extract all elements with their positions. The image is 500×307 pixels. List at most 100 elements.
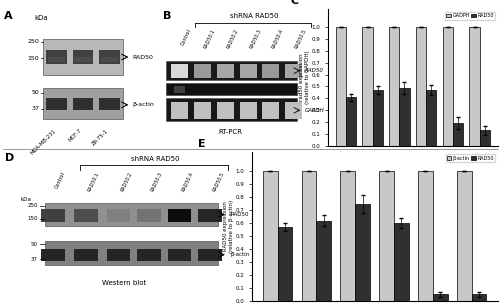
Text: MCF-7: MCF-7 — [68, 128, 83, 143]
Bar — [99, 50, 119, 64]
Bar — [74, 57, 92, 63]
Text: RAD50: RAD50 — [230, 212, 248, 217]
Bar — [340, 171, 355, 301]
Bar — [426, 90, 436, 146]
Text: MDA-MB-231: MDA-MB-231 — [30, 128, 56, 155]
Bar — [480, 130, 490, 146]
Text: RAD50.3: RAD50.3 — [249, 28, 262, 50]
Bar — [166, 98, 297, 121]
Text: RAD50.5: RAD50.5 — [212, 171, 225, 192]
Y-axis label: rad50 expression
(relative to GAPDH): rad50 expression (relative to GAPDH) — [300, 51, 310, 104]
Bar — [74, 249, 98, 261]
Legend: GADPH, RAD50: GADPH, RAD50 — [445, 12, 495, 20]
Bar — [198, 249, 222, 261]
Bar — [457, 171, 471, 301]
Bar — [74, 208, 98, 222]
Bar — [453, 123, 463, 146]
Bar — [389, 27, 400, 146]
Text: shRNA RAD50: shRNA RAD50 — [131, 157, 180, 162]
Text: B: B — [163, 10, 172, 21]
Text: RT-PCR: RT-PCR — [218, 129, 242, 135]
Text: RAD50: RAD50 — [133, 55, 154, 60]
Bar — [400, 87, 409, 146]
Bar — [278, 227, 292, 301]
Text: RAD50.2: RAD50.2 — [226, 28, 239, 50]
Bar — [346, 97, 356, 146]
Text: Control: Control — [180, 28, 192, 47]
Text: C: C — [290, 0, 299, 6]
Bar — [166, 83, 297, 95]
Bar — [46, 50, 67, 64]
Bar — [416, 27, 426, 146]
Bar — [240, 64, 257, 78]
Text: 37: 37 — [30, 257, 38, 262]
Bar — [284, 102, 302, 119]
Bar — [394, 223, 408, 301]
Text: shRNA RAD50: shRNA RAD50 — [230, 13, 278, 19]
Text: RAD50.5: RAD50.5 — [294, 28, 308, 50]
Bar — [418, 171, 433, 301]
Bar — [174, 86, 184, 92]
Bar — [46, 98, 67, 110]
Text: 50: 50 — [32, 90, 39, 95]
Bar — [44, 39, 122, 75]
Text: 250: 250 — [28, 40, 39, 45]
Text: D: D — [5, 154, 14, 163]
Bar — [170, 64, 188, 78]
Bar — [107, 249, 130, 261]
Bar — [41, 249, 64, 261]
Bar — [44, 88, 122, 119]
Bar — [107, 208, 130, 222]
Text: A: A — [4, 10, 12, 21]
Bar — [168, 249, 192, 261]
Text: 250: 250 — [27, 203, 38, 208]
Bar — [44, 241, 218, 265]
Text: kDa: kDa — [34, 15, 48, 21]
Text: RAD50: RAD50 — [304, 68, 324, 73]
Bar — [138, 208, 161, 222]
Text: RAD50.4: RAD50.4 — [181, 171, 194, 192]
Bar — [472, 294, 486, 301]
Bar — [41, 208, 64, 222]
Text: ZR-75-1: ZR-75-1 — [91, 128, 110, 146]
Bar — [302, 171, 316, 301]
Bar — [470, 27, 480, 146]
Bar — [379, 171, 394, 301]
Text: RAD50.4: RAD50.4 — [271, 28, 284, 50]
Text: 50: 50 — [30, 242, 38, 247]
Text: RAD50.2: RAD50.2 — [120, 171, 134, 192]
Bar — [99, 98, 119, 110]
Bar — [198, 208, 222, 222]
Bar — [217, 102, 234, 119]
Text: Control: Control — [54, 171, 66, 190]
Bar — [262, 64, 278, 78]
Bar — [138, 249, 161, 261]
Bar — [262, 102, 278, 119]
Text: RAD50.3: RAD50.3 — [150, 171, 164, 192]
Bar — [217, 64, 234, 78]
Text: β-actin: β-actin — [230, 252, 250, 257]
Bar — [442, 27, 453, 146]
Bar — [316, 221, 331, 301]
Bar — [194, 64, 210, 78]
Bar — [240, 102, 257, 119]
Text: GAPDH: GAPDH — [304, 108, 324, 113]
Bar — [433, 294, 448, 301]
Bar — [168, 208, 192, 222]
Text: β-actin: β-actin — [133, 102, 154, 107]
Bar — [284, 64, 302, 78]
Bar — [355, 204, 370, 301]
Bar — [194, 102, 210, 119]
Bar — [73, 98, 94, 110]
Bar — [100, 57, 118, 63]
Y-axis label: RAD50 expression
(relative to β-actin): RAD50 expression (relative to β-actin) — [223, 200, 234, 253]
Bar — [166, 61, 297, 80]
Text: RAD50.1: RAD50.1 — [87, 171, 101, 192]
Bar — [372, 90, 383, 146]
Bar — [73, 50, 94, 64]
Text: Western blot: Western blot — [102, 280, 146, 286]
Bar — [336, 27, 346, 146]
Text: kDa: kDa — [20, 197, 32, 202]
Text: 150: 150 — [28, 56, 39, 61]
Text: RAD50.1: RAD50.1 — [203, 28, 216, 50]
